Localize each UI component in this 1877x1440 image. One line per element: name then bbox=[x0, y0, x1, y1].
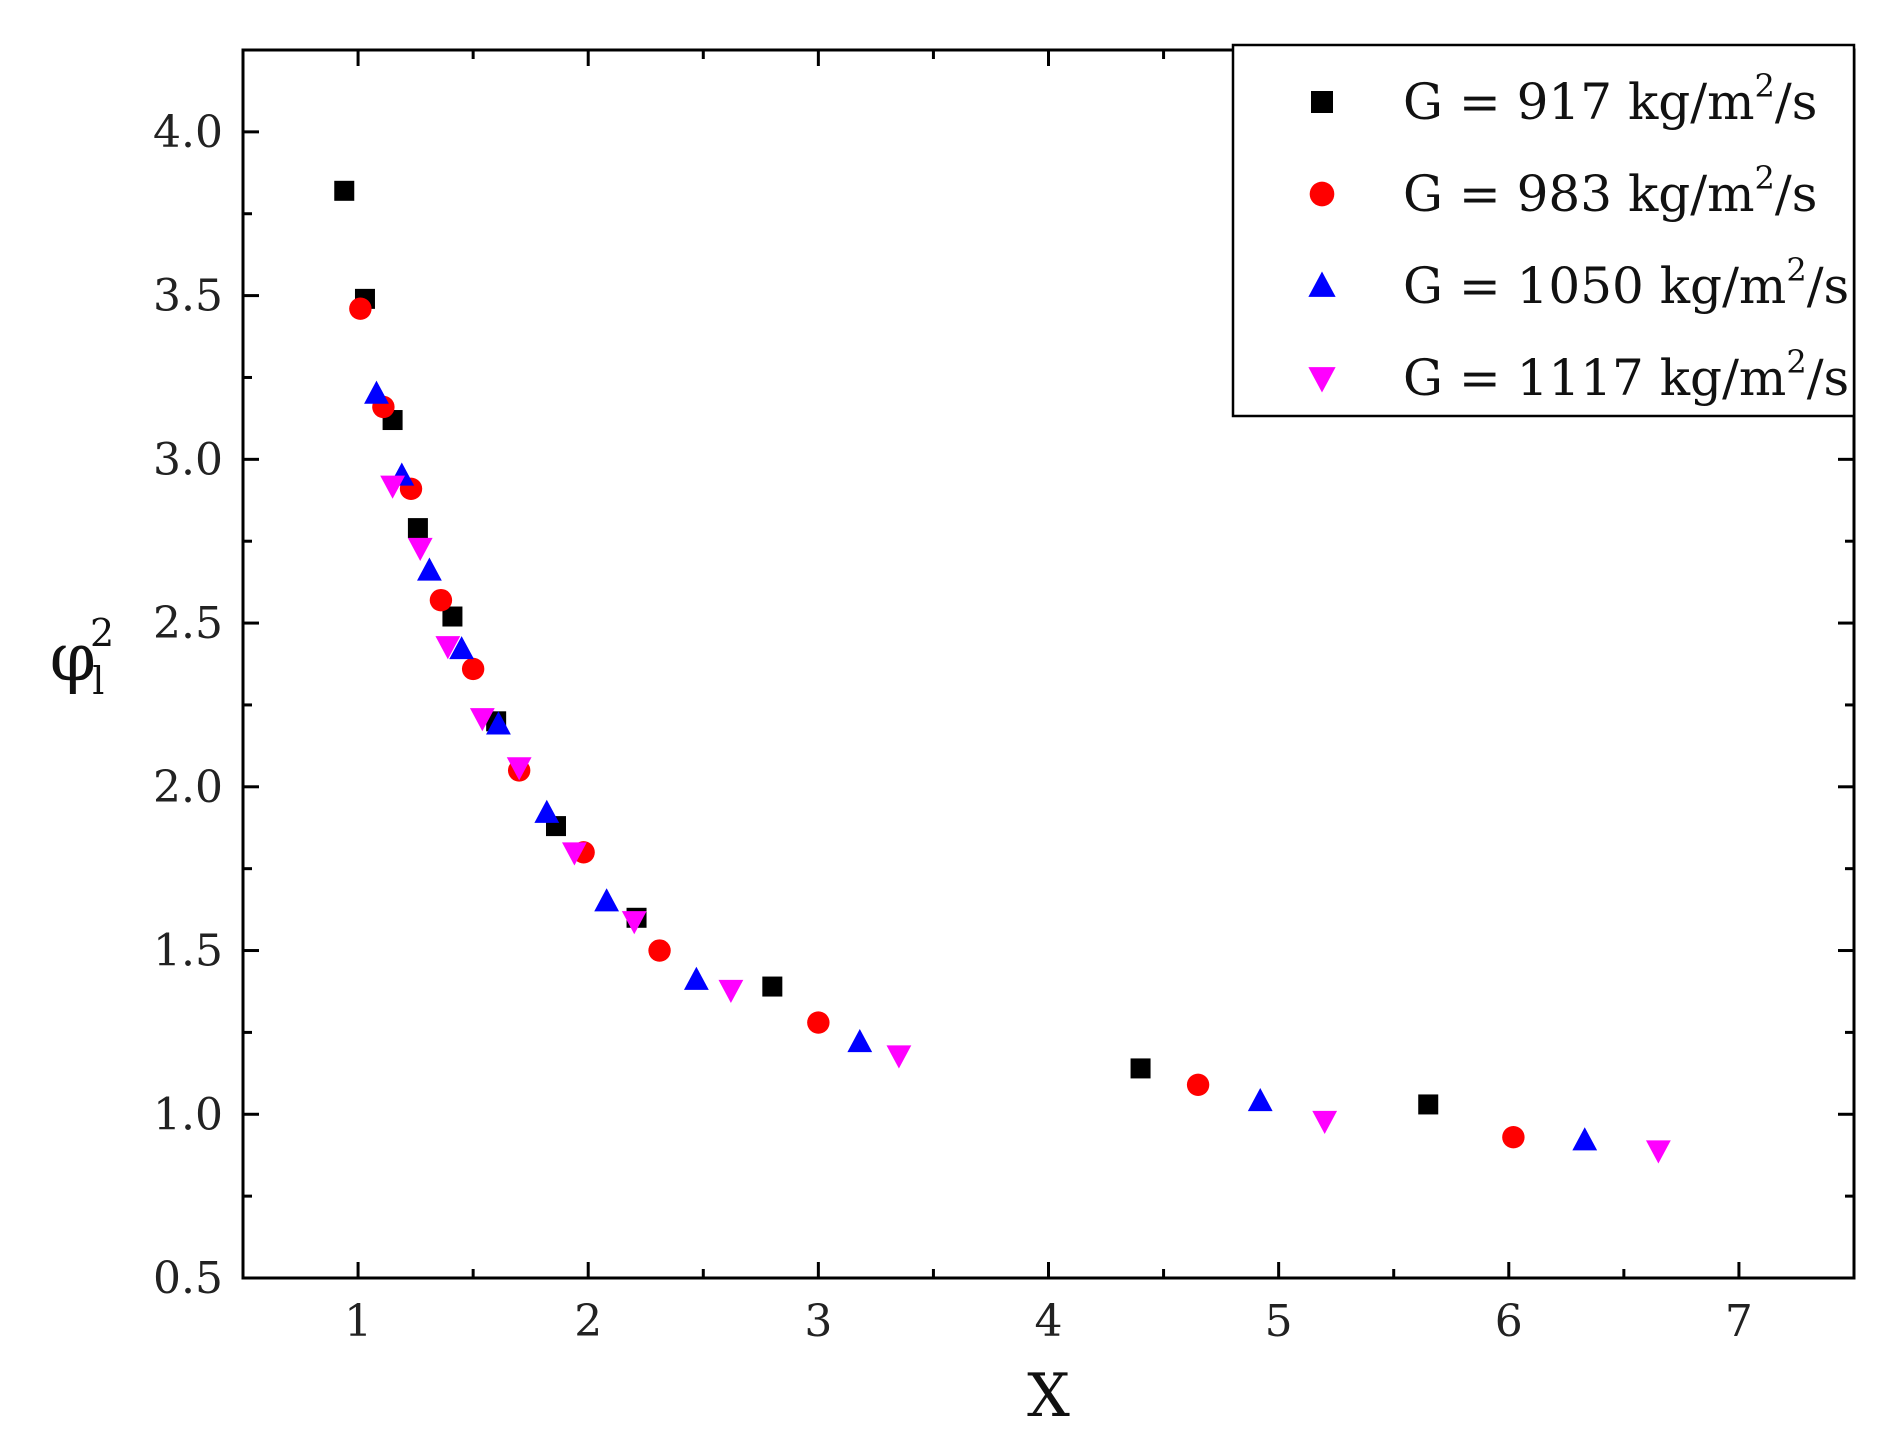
data-point bbox=[469, 708, 495, 732]
y-axis-title-base: φ bbox=[50, 619, 96, 696]
legend-label: G = 917 kg/m2/s bbox=[1403, 67, 1817, 131]
legend-marker bbox=[1311, 91, 1333, 113]
data-point bbox=[417, 557, 442, 581]
data-point bbox=[762, 976, 783, 997]
data-point bbox=[349, 297, 372, 320]
axis-titles: X φ2 l bbox=[50, 611, 1070, 1431]
data-point bbox=[534, 799, 560, 823]
legend-label-main: G = 983 kg/m bbox=[1403, 165, 1755, 223]
data-point bbox=[429, 588, 453, 612]
y-tick-label: 2.5 bbox=[153, 598, 223, 649]
data-point bbox=[1418, 1094, 1439, 1115]
y-tick-label: 1.5 bbox=[153, 926, 223, 977]
data-point bbox=[847, 1029, 873, 1053]
legend-label: G = 983 kg/m2/s bbox=[1403, 159, 1817, 223]
legend-label: G = 1117 kg/m2/s bbox=[1403, 343, 1849, 407]
x-tick-label: 5 bbox=[1265, 1296, 1293, 1347]
y-axis-title: φ2 l bbox=[50, 611, 114, 703]
y-axis-title-sup: 2 bbox=[90, 611, 114, 655]
y-axis: 0.5 1.0 1.5 2.0 2.5 3.0 3.5 4.0 bbox=[153, 48, 1854, 1304]
legend-marker bbox=[1308, 367, 1336, 393]
legend-label-end: /s bbox=[1807, 257, 1850, 315]
x-tick-label: 3 bbox=[804, 1296, 832, 1347]
legend-box bbox=[1231, 43, 1856, 418]
data-point bbox=[648, 939, 671, 962]
y-tick-label: 2.0 bbox=[153, 762, 223, 813]
data-point bbox=[486, 711, 511, 735]
x-axis-title: X bbox=[1027, 1361, 1070, 1431]
legend-marker bbox=[1309, 181, 1335, 207]
legend-label-main: G = 1117 kg/m bbox=[1403, 349, 1786, 407]
data-point bbox=[1130, 1058, 1151, 1079]
data-point bbox=[364, 380, 389, 404]
x-tick-label: 4 bbox=[1035, 1296, 1063, 1347]
legend-label-end: /s bbox=[1807, 349, 1850, 407]
y-axis-title-sub: l bbox=[92, 659, 104, 703]
legend-label-end: /s bbox=[1775, 165, 1818, 223]
legend: G = 917 kg/m2/sG = 983 kg/m2/sG = 1050 k… bbox=[1231, 43, 1856, 418]
data-point bbox=[1645, 1140, 1671, 1164]
data-point bbox=[506, 757, 532, 781]
legend-label-sup: 2 bbox=[1755, 159, 1775, 197]
data-point bbox=[407, 537, 433, 561]
data-point bbox=[1572, 1127, 1598, 1151]
legend-entry: G = 1117 kg/m2/s bbox=[1308, 343, 1849, 407]
data-point bbox=[442, 606, 463, 627]
data-point bbox=[1247, 1087, 1273, 1112]
series-1 bbox=[334, 180, 1439, 1115]
data-point bbox=[621, 911, 647, 935]
series-4 bbox=[380, 475, 1671, 1164]
legend-label-end: /s bbox=[1775, 73, 1818, 131]
y-tick-label: 1.0 bbox=[153, 1089, 223, 1140]
data-point bbox=[334, 180, 355, 201]
data-point bbox=[594, 888, 620, 912]
data-point bbox=[562, 842, 587, 866]
data-points bbox=[334, 180, 1671, 1164]
legend-label-sup: 2 bbox=[1786, 251, 1806, 289]
data-point bbox=[1312, 1110, 1338, 1135]
y-tick-label: 3.0 bbox=[153, 434, 223, 485]
x-tick-label: 6 bbox=[1495, 1296, 1523, 1347]
data-point bbox=[449, 636, 475, 660]
legend-marker bbox=[1308, 271, 1336, 297]
data-point bbox=[380, 475, 405, 499]
legend-label-main: G = 917 kg/m bbox=[1403, 73, 1755, 131]
legend-label-sup: 2 bbox=[1786, 343, 1806, 381]
series-2 bbox=[349, 297, 1525, 1149]
x-tick-label: 7 bbox=[1725, 1296, 1753, 1347]
legend-entry: G = 1050 kg/m2/s bbox=[1308, 251, 1849, 315]
data-point bbox=[718, 979, 744, 1004]
legend-label-main: G = 1050 kg/m bbox=[1403, 257, 1786, 315]
x-tick-label: 1 bbox=[344, 1296, 372, 1347]
y-tick-label: 4.0 bbox=[153, 107, 223, 158]
data-point bbox=[435, 636, 461, 660]
data-point bbox=[407, 518, 428, 539]
legend-label-sup: 2 bbox=[1755, 67, 1775, 105]
data-point bbox=[683, 966, 709, 990]
legend-entry: G = 983 kg/m2/s bbox=[1309, 159, 1817, 223]
data-point bbox=[1502, 1125, 1525, 1149]
series-3 bbox=[364, 380, 1598, 1151]
data-point bbox=[1186, 1073, 1210, 1096]
legend-label: G = 1050 kg/m2/s bbox=[1403, 251, 1849, 315]
y-tick-label: 3.5 bbox=[153, 271, 223, 322]
data-point bbox=[807, 1011, 830, 1034]
legend-entry: G = 917 kg/m2/s bbox=[1311, 67, 1817, 131]
y-tick-label: 0.5 bbox=[153, 1253, 223, 1304]
data-point bbox=[886, 1045, 912, 1069]
x-tick-label: 2 bbox=[574, 1296, 602, 1347]
data-point bbox=[461, 657, 485, 681]
